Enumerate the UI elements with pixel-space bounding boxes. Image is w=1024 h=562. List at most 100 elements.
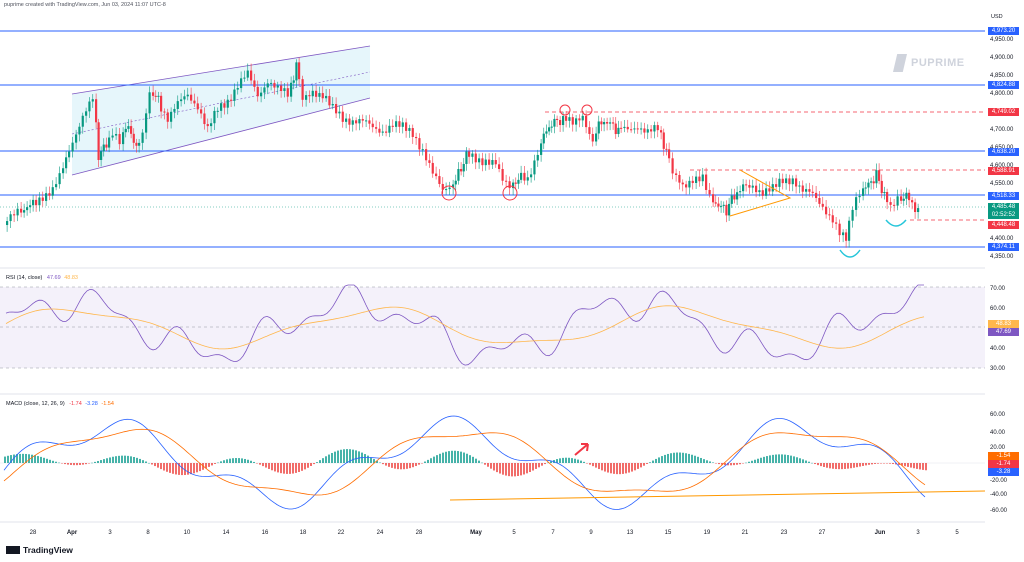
resistance-circle-marker[interactable] <box>559 104 571 116</box>
date-tick-label: 7 <box>551 530 555 536</box>
macd-histogram-bar <box>136 457 138 463</box>
macd-axis[interactable]: 60.00 40.00 20.00 -20.00 -40.00 -60.00 <box>990 412 1008 514</box>
macd-histogram-bar <box>61 463 63 464</box>
candle-body <box>32 199 35 206</box>
macd-histogram-bar <box>154 463 156 467</box>
candle-body <box>614 123 617 135</box>
macd-histogram-bar <box>622 463 624 474</box>
channel-lower-line[interactable] <box>71 97 371 176</box>
candle-body <box>900 196 903 201</box>
rsi-tick-label: 60.00 <box>990 306 1006 312</box>
candle-body <box>484 159 487 166</box>
triangle-pattern[interactable] <box>729 169 792 217</box>
macd-histogram-bar <box>724 463 726 466</box>
macd-histogram-bar <box>217 462 219 464</box>
macd-histogram-bar <box>172 463 174 474</box>
candle-body <box>465 151 468 164</box>
date-tick-label: 10 <box>184 530 191 536</box>
macd-tick-label: 40.00 <box>990 430 1006 436</box>
macd-histogram-bar <box>115 456 117 463</box>
macd-histogram-bar <box>277 463 279 473</box>
macd-signal-line[interactable] <box>3 428 926 496</box>
macd-histogram-bar <box>397 463 399 470</box>
date-axis[interactable]: 28 Apr 3 8 10 14 16 18 22 24 28 May 5 7 9 13 15 19 21 23 27 J… <box>30 530 960 536</box>
macd-histogram-bar <box>772 454 774 463</box>
bottom-arc-marker[interactable] <box>885 219 907 227</box>
candle-body <box>105 144 108 148</box>
support-circle-marker[interactable] <box>441 185 457 201</box>
candle-body <box>448 187 451 190</box>
candle-body <box>236 88 239 90</box>
macd-histogram-bar <box>97 460 99 463</box>
tradingview-logo[interactable]: TradingView <box>6 545 73 555</box>
macd-histogram-bar <box>739 463 741 465</box>
candle-body <box>48 193 51 196</box>
candle-body <box>88 101 91 112</box>
rsi-line[interactable] <box>5 284 924 366</box>
candle-body <box>253 80 256 87</box>
macd-histogram-bar <box>910 463 912 468</box>
macd-histogram-bar <box>589 463 591 465</box>
candle-body <box>646 129 649 133</box>
macd-histogram-bar <box>520 463 522 476</box>
candle-body <box>512 182 515 189</box>
macd-histogram-bar <box>247 459 249 463</box>
date-tick-label: 21 <box>742 530 749 536</box>
price-tick-label: 4,900.00 <box>990 55 1014 61</box>
macd-histogram-bar <box>664 454 666 463</box>
macd-histogram-bar <box>484 463 486 465</box>
macd-histogram-bar <box>820 463 822 467</box>
macd-histogram-bar <box>91 462 93 464</box>
candle-body <box>273 82 276 88</box>
rsi-ma-line[interactable] <box>5 305 925 350</box>
candle-body <box>748 185 751 188</box>
macd-arrow[interactable] <box>574 443 589 456</box>
date-tick-label: 23 <box>781 530 788 536</box>
macd-histogram-bar <box>463 452 465 463</box>
candle-body <box>508 181 511 189</box>
macd-histogram-bar <box>283 463 285 474</box>
macd-histogram-bar <box>313 463 315 465</box>
candle-body <box>62 168 65 174</box>
candle-body <box>270 82 273 84</box>
support-circle-marker[interactable] <box>502 185 518 201</box>
macd-histogram-bar <box>796 457 798 463</box>
macd-histogram-bar <box>415 463 417 467</box>
candle-body <box>685 184 688 188</box>
bottom-arc-marker[interactable] <box>839 249 861 258</box>
candle-body <box>183 96 186 100</box>
macd-histogram-bar <box>853 463 855 468</box>
macd-histogram-bar <box>79 463 81 465</box>
tradingview-label: TradingView <box>23 545 73 555</box>
macd-histogram-bar <box>502 463 504 475</box>
candle-body <box>132 133 135 143</box>
macd-badge: -3.28 <box>988 468 1019 476</box>
macd-histogram-bar <box>892 463 894 465</box>
candle-body <box>548 127 551 132</box>
candle-body <box>821 203 824 207</box>
candle-body <box>58 173 61 185</box>
channel-upper-line[interactable] <box>71 45 371 95</box>
candle-body <box>145 113 148 133</box>
macd-histogram-bar <box>925 463 927 471</box>
puprime-logo-icon <box>893 54 907 72</box>
candle-body <box>351 120 354 125</box>
candle-body <box>728 203 731 216</box>
candle-body <box>781 178 784 184</box>
macd-histogram-bar <box>250 460 252 463</box>
chart-header: puprime created with TradingView.com, Ju… <box>4 2 166 8</box>
macd-histogram-bar <box>94 461 96 463</box>
macd-line[interactable] <box>3 415 926 510</box>
macd-trendline[interactable] <box>449 490 986 501</box>
macd-histogram-bar <box>667 453 669 463</box>
candle-body <box>785 178 788 184</box>
macd-histogram-bar <box>187 463 189 475</box>
resistance-circle-marker[interactable] <box>581 104 593 116</box>
candle-body <box>308 95 311 97</box>
candle-body <box>335 104 338 114</box>
candle-body <box>520 172 523 180</box>
macd-histogram-bar <box>88 463 90 464</box>
macd-histogram-bar <box>7 455 9 463</box>
rsi-axis[interactable]: 70.00 60.00 40.00 30.00 <box>990 286 1006 372</box>
